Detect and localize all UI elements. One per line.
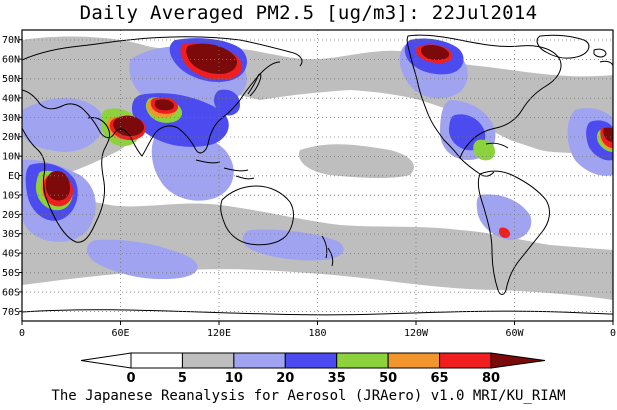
y-axis: 70N 60N 50N 40N 30N 20N 10N EQ 10S 20S 30S 40S 50S 60… [2, 35, 22, 318]
colorbar-box [181, 352, 235, 369]
footer-credit: The Japanese Reanalysis for Aerosol (JRA… [51, 388, 566, 404]
y-tick-label: 30N [2, 113, 20, 124]
y-tick-label: 40N [2, 93, 20, 104]
colorbar-label: 80 [482, 371, 500, 386]
colorbar-box [387, 352, 441, 369]
colorbar: 0 5 10 20 35 50 65 80 [80, 352, 546, 386]
colorbar-box [284, 352, 338, 369]
y-tick-label: 10S [2, 190, 20, 201]
y-tick-label: 20N [2, 132, 20, 143]
y-tick-label: 50S [2, 268, 20, 279]
colorbar-label: 10 [225, 371, 243, 386]
y-tick-label: 10N [2, 152, 20, 163]
x-tick-label: 60E [111, 328, 129, 339]
colorbar-box [336, 352, 389, 369]
x-tick-label: 120W [404, 328, 429, 339]
colorbar-box [130, 352, 183, 369]
y-tick-label: 20S [2, 210, 20, 221]
x-tick-label: 0 [610, 328, 616, 339]
x-tick-label: 180 [308, 328, 326, 339]
x-tick-label: 0 [19, 328, 25, 339]
x-tick-label: 120E [207, 328, 231, 339]
y-tick-label: 30S [2, 229, 20, 240]
level-80-plus-areas [45, 43, 613, 201]
colorbar-label: 5 [178, 371, 187, 386]
grid-lines [22, 30, 613, 321]
y-tick-label: 60S [2, 287, 20, 298]
colorbar-label: 35 [328, 371, 346, 386]
colorbar-label: 50 [379, 371, 397, 386]
y-tick-label: 70N [2, 35, 20, 46]
colorbar-left-triangle [80, 352, 132, 369]
colorbar-label: 0 [126, 371, 135, 386]
colorbar-label: 65 [431, 371, 449, 386]
colorbar-right-triangle [490, 352, 546, 369]
y-tick-label: EQ [8, 171, 20, 182]
y-tick-label: 50N [2, 74, 20, 85]
coastlines [22, 34, 613, 316]
y-tick-label: 60N [2, 55, 20, 66]
y-tick-label: 70S [2, 307, 20, 318]
y-tick-label: 40S [2, 249, 20, 260]
x-axis: 0 60E 120E 180 120W 60W 0 [19, 321, 616, 339]
colorbar-label: 20 [276, 371, 294, 386]
colorbar-box [233, 352, 286, 369]
chart-title: Daily Averaged PM2.5 [ug/m3]: 22Jul2014 [79, 2, 538, 24]
x-tick-label: 60W [505, 328, 524, 339]
colorbar-box [439, 352, 492, 369]
